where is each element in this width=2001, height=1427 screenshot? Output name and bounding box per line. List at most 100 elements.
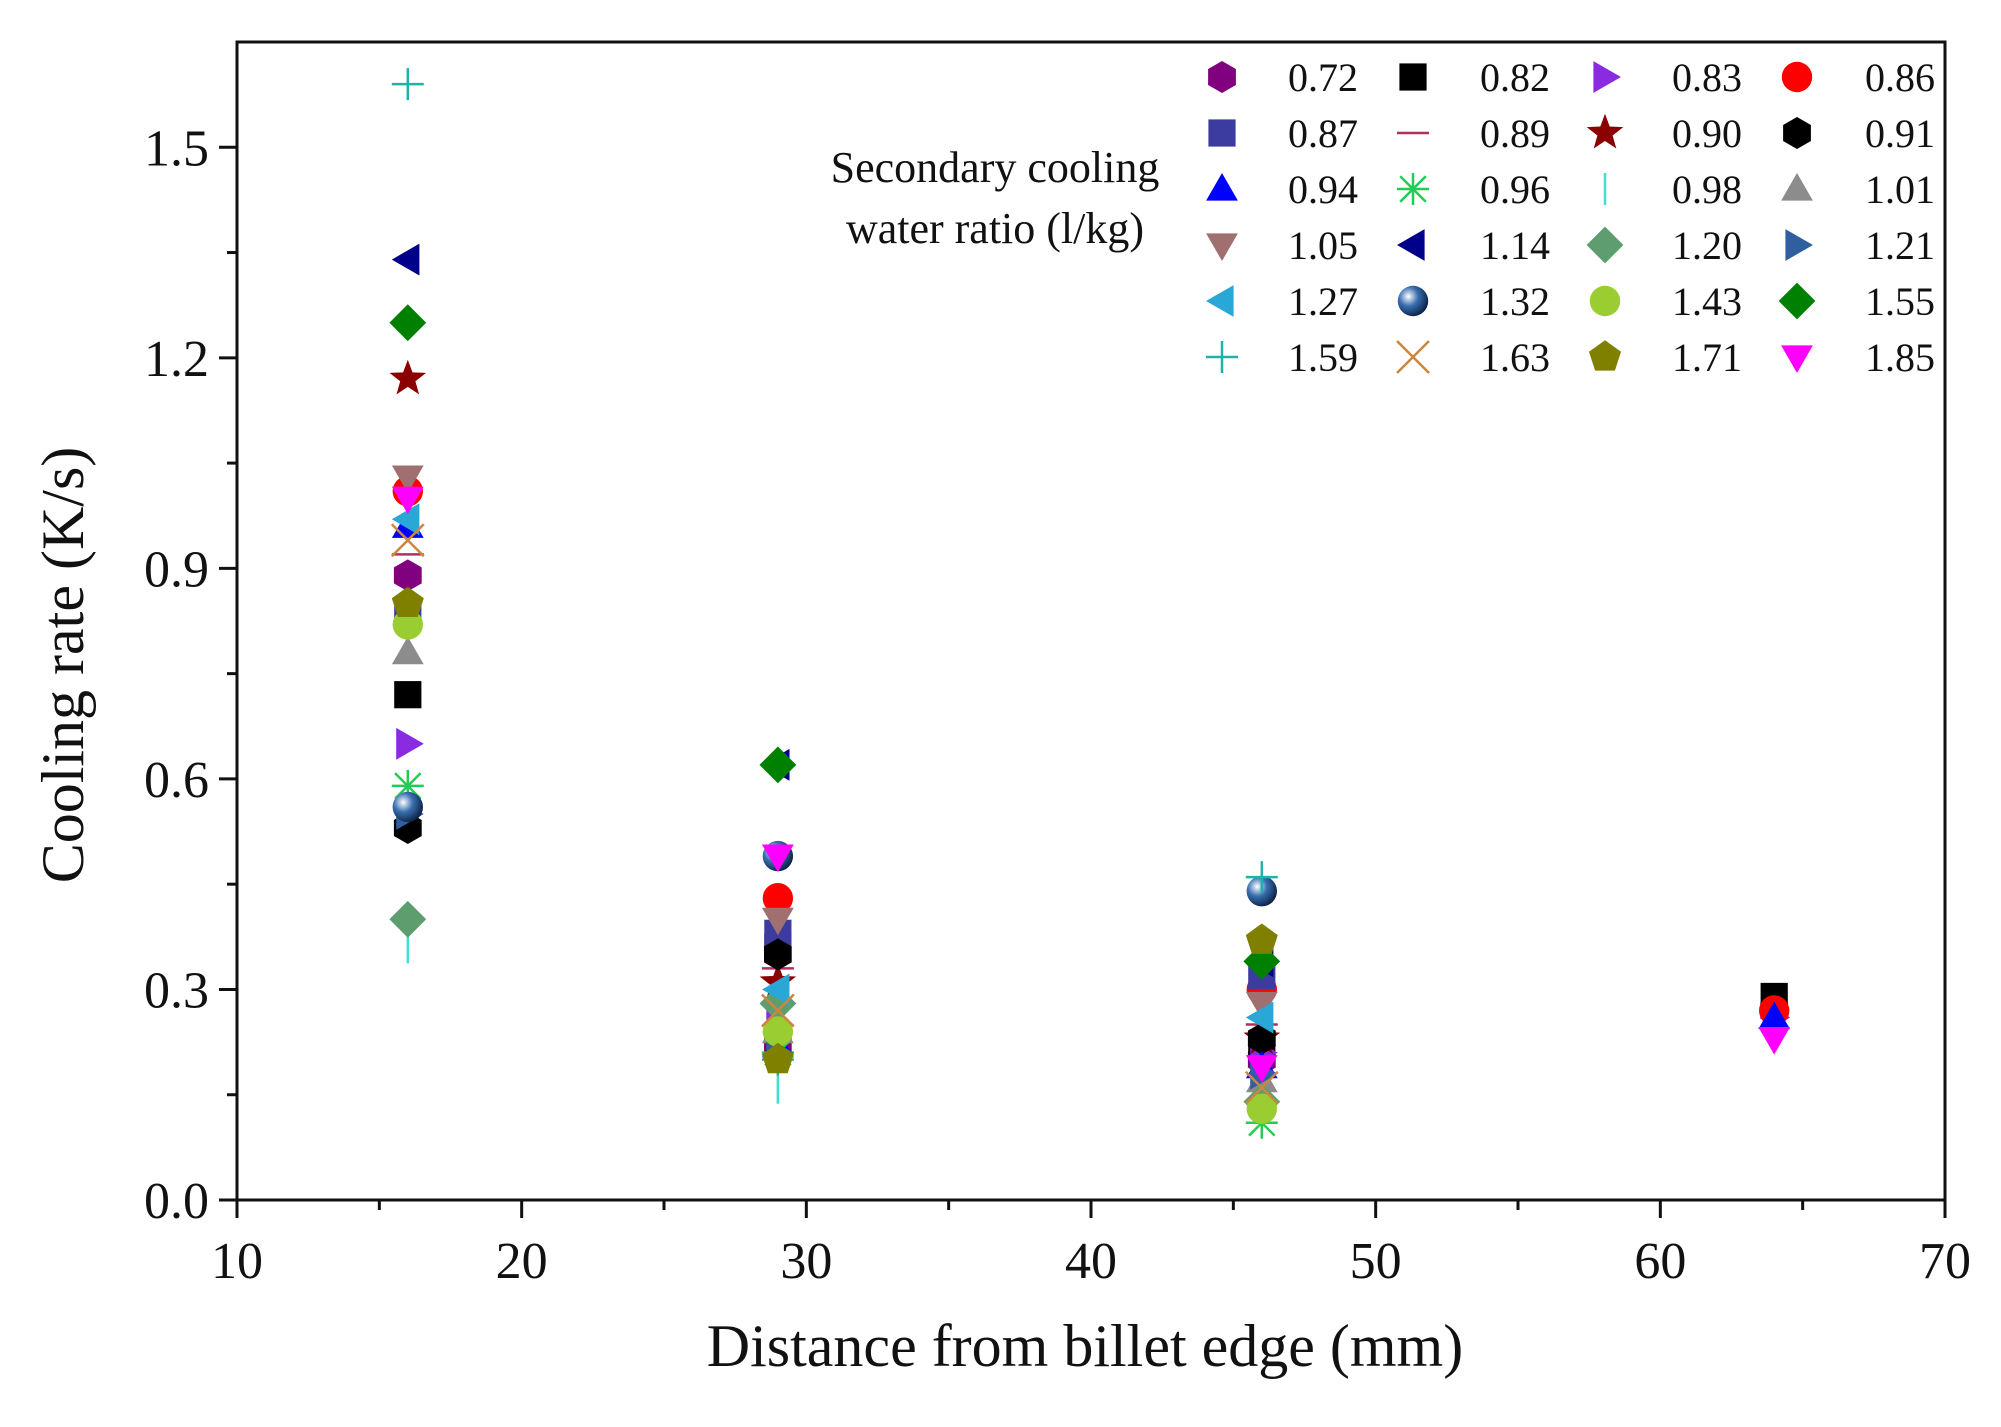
data-point [759, 746, 797, 784]
legend-marker [1396, 340, 1430, 374]
legend-title-line-2: water ratio (l/kg) [846, 204, 1144, 253]
x-tick-label: 70 [1919, 1233, 1971, 1290]
legend-marker [1781, 173, 1813, 201]
legend-label: 0.98 [1672, 167, 1742, 212]
legend-item: 1.01 [1781, 167, 1935, 212]
legend-item: 1.71 [1589, 335, 1742, 380]
legend-label: 0.83 [1672, 55, 1742, 100]
legend-item: 0.83 [1593, 55, 1742, 100]
legend-marker [1397, 173, 1429, 205]
legend-item: 1.21 [1785, 223, 1935, 268]
data-point [396, 727, 424, 760]
data-point [1245, 1001, 1274, 1034]
legend-marker [1206, 233, 1238, 261]
legend-item: 0.90 [1586, 111, 1742, 156]
data-point [764, 938, 792, 971]
data-point [390, 523, 425, 558]
legend-marker [1397, 285, 1429, 317]
legend-item: 1.85 [1781, 335, 1935, 380]
series-1-27 [391, 503, 1274, 1034]
legend-item: 0.94 [1206, 167, 1358, 212]
data-point [389, 304, 427, 342]
data-point [391, 503, 420, 536]
legend-label: 0.94 [1288, 167, 1358, 212]
legend-label: 0.91 [1865, 111, 1935, 156]
legend-label: 0.96 [1480, 167, 1550, 212]
legend-label: 1.21 [1865, 223, 1935, 268]
data-point [1245, 991, 1278, 1020]
legend-label: 0.87 [1288, 111, 1358, 156]
y-tick-label: 0.6 [144, 752, 209, 809]
legend-label: 1.27 [1288, 279, 1358, 324]
legend-marker [1397, 229, 1425, 261]
legend-label: 1.05 [1288, 223, 1358, 268]
legend-label: 1.14 [1480, 223, 1550, 268]
data-point [1244, 1070, 1279, 1105]
data-point [762, 1016, 794, 1047]
data-point [391, 769, 424, 802]
series-1-85 [391, 486, 1791, 1083]
data-point [391, 465, 424, 494]
data-point [391, 586, 424, 617]
legend-item: 1.27 [1206, 279, 1358, 324]
legend-item: 1.32 [1397, 279, 1550, 324]
legend-label: 0.72 [1288, 55, 1358, 100]
legend-marker [1781, 61, 1813, 93]
data-point [1245, 923, 1278, 954]
data-point [1245, 1055, 1278, 1083]
x-tick-label: 60 [1634, 1233, 1686, 1290]
legend-label: 1.32 [1480, 279, 1550, 324]
legend-marker [1206, 341, 1238, 373]
data-point [761, 973, 790, 1006]
data-point [391, 68, 424, 101]
data-point [393, 559, 422, 592]
data-point [762, 883, 794, 914]
data-point [389, 900, 427, 938]
legend-marker [1586, 226, 1624, 264]
data-point [394, 681, 422, 709]
legend-item: 1.59 [1206, 335, 1358, 380]
plot-area [389, 68, 1791, 1139]
legend-marker [1589, 285, 1621, 317]
data-point [761, 1042, 794, 1074]
legend-marker [1208, 119, 1236, 147]
data-point [389, 359, 427, 395]
legend-label: 1.01 [1865, 167, 1935, 212]
x-tick-label: 30 [780, 1233, 832, 1290]
legend-label: 0.86 [1865, 55, 1935, 100]
data-point [1758, 1001, 1791, 1030]
legend-marker [1399, 63, 1427, 91]
data-point [761, 907, 794, 936]
legend-label: 1.43 [1672, 279, 1742, 324]
series-1-05 [391, 465, 1278, 1020]
legend-item: 0.87 [1208, 111, 1358, 156]
legend-marker [1781, 345, 1813, 373]
y-tick-label: 0.0 [144, 1173, 209, 1230]
legend-label: 1.20 [1672, 223, 1742, 268]
legend-label: 1.55 [1865, 279, 1935, 324]
legend-label: 0.89 [1480, 111, 1550, 156]
legend-item: 0.91 [1783, 111, 1935, 156]
axes: 10 20 30 40 50 60 70 0.0 0.3 0.6 0.9 1.2 1.5 [144, 40, 1971, 1290]
x-tick-label: 20 [496, 1233, 548, 1290]
legend-marker [1206, 285, 1234, 317]
y-tick-label: 1.5 [144, 120, 209, 177]
legend-item: 1.14 [1397, 223, 1550, 268]
legend-item: 1.05 [1206, 223, 1358, 268]
y-tick-label: 0.9 [144, 541, 209, 598]
legend-label: 0.82 [1480, 55, 1550, 100]
legend-title-line-1: Secondary cooling [831, 143, 1160, 192]
x-tick-label: 50 [1350, 1233, 1402, 1290]
legend-item: 0.82 [1399, 55, 1550, 100]
legend-label: 1.71 [1672, 335, 1742, 380]
y-tick-label: 0.3 [144, 962, 209, 1019]
legend: 0.72 0.82 0.83 0.86 0.87 0.89 0.90 0.91 0.94 0.96… [1206, 55, 1935, 380]
data-point [391, 243, 420, 276]
legend-item: 1.55 [1778, 279, 1935, 324]
data-point [392, 791, 423, 823]
data-point [1245, 861, 1278, 894]
data-point [761, 844, 794, 873]
legend-marker [1586, 113, 1624, 149]
